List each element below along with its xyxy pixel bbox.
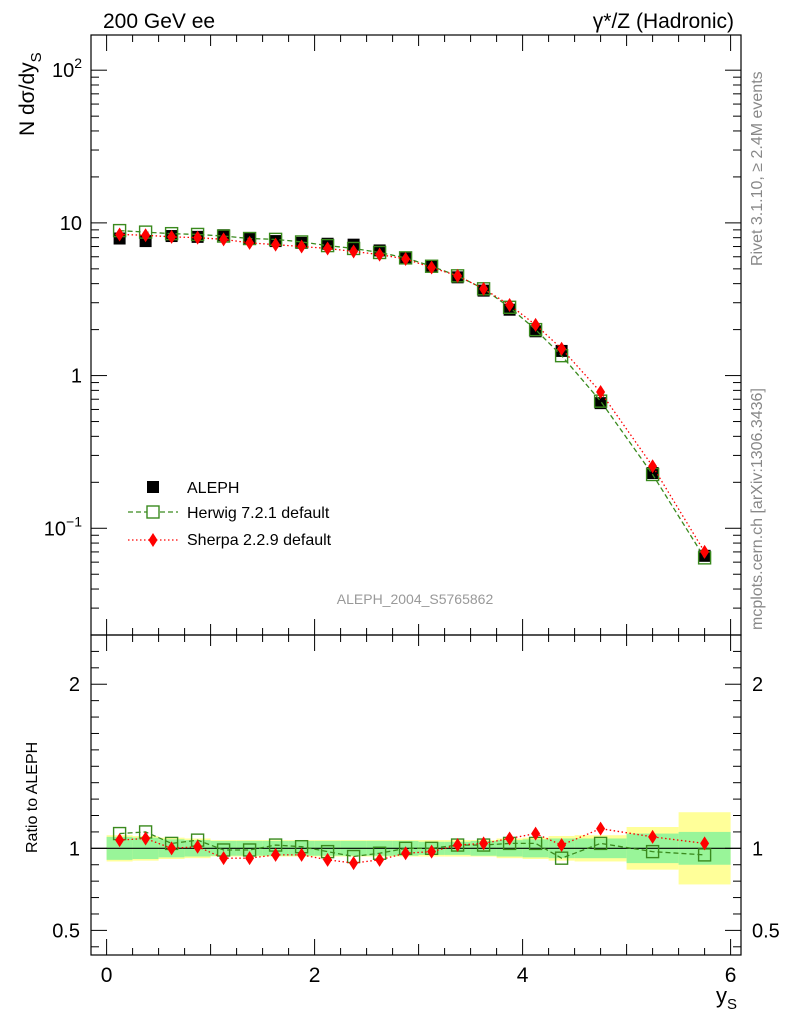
ratio-sherpa-point xyxy=(401,846,411,861)
main-sherpa-point xyxy=(700,544,710,559)
legend-label-sherpa: Sherpa 2.2.9 default xyxy=(187,532,332,549)
ratio-sherpa-point xyxy=(596,821,606,836)
legend: ALEPH Herwig 7.2.1 default Sherpa 2.2.9 … xyxy=(128,480,332,549)
main-sherpa-point xyxy=(167,229,177,244)
ratio-sherpa-point xyxy=(531,826,541,841)
ratio-y-tick-label: 0.5 xyxy=(52,920,80,942)
ratio-herwig-point xyxy=(593,836,608,851)
main-y-tick-base: 10 xyxy=(44,518,66,540)
watermark-label: ALEPH_2004_S5765862 xyxy=(337,591,494,607)
ratio-x-axis-label: yS xyxy=(716,983,737,1013)
main-sherpa-point xyxy=(349,244,359,259)
ratio-y-axis-label: Ratio to ALEPH xyxy=(24,742,41,853)
side-label-rivet: Rivet 3.1.10, ≥ 2.4M events xyxy=(749,71,766,266)
main-sherpa-point xyxy=(141,228,151,243)
ratio-sherpa-point xyxy=(167,841,177,856)
x-tick-label: 4 xyxy=(517,964,529,987)
main-sherpa-point xyxy=(557,341,567,356)
main-sherpa-point xyxy=(531,317,541,332)
ratio-sherpa-point xyxy=(193,839,203,854)
ratio-xlabel-text: y xyxy=(716,983,727,1008)
svg-text:yS: yS xyxy=(716,983,737,1013)
main-sherpa-point xyxy=(479,281,489,296)
ratio-xlabel-sub: S xyxy=(727,996,737,1013)
ratio-sherpa-point xyxy=(427,844,437,859)
main-sherpa-point xyxy=(219,232,229,247)
ratio-sherpa-point xyxy=(453,838,463,853)
x-tick-label: 2 xyxy=(309,964,321,987)
ratio-sherpa-point xyxy=(115,833,125,848)
main-sherpa-point xyxy=(401,252,411,267)
main-sherpa-point xyxy=(193,230,203,245)
x-tick-label: 0 xyxy=(101,964,113,987)
main-y-tick-exponent: 2 xyxy=(74,55,82,71)
main-y-tick-exponent: −1 xyxy=(66,513,82,529)
legend-label-aleph: ALEPH xyxy=(187,480,239,497)
ratio-sherpa-point xyxy=(141,831,151,846)
ratio-y-tick-label-right: 1 xyxy=(752,838,763,860)
header-left-title: 200 GeV ee xyxy=(103,10,215,33)
ratio-sherpa-point xyxy=(375,852,385,867)
main-sherpa-point xyxy=(427,260,437,275)
ratio-herwig-point xyxy=(645,844,660,859)
main-y-tick-label: 102 xyxy=(52,55,82,82)
main-sherpa-point xyxy=(596,385,606,400)
main-sherpa-point xyxy=(505,297,515,312)
main-sherpa-point xyxy=(375,247,385,262)
main-y-tick-label: 1 xyxy=(71,366,82,388)
ratio-sherpa-point xyxy=(271,847,281,862)
main-y-axis-label: N dσ/dyS xyxy=(16,52,45,136)
ratio-sherpa-point xyxy=(219,851,229,866)
main-y-tick-base: 10 xyxy=(52,60,74,82)
main-sherpa-point xyxy=(453,268,463,283)
ratio-sherpa-point xyxy=(323,852,333,867)
legend-label-herwig: Herwig 7.2.1 default xyxy=(187,505,330,522)
main-sherpa-point xyxy=(115,227,125,242)
ratio-plot-frame xyxy=(90,634,742,956)
main-y-tick-base: 10 xyxy=(60,213,82,235)
ratio-sherpa-point xyxy=(297,847,307,862)
main-ylabel-sub: S xyxy=(28,52,45,62)
main-sherpa-point xyxy=(245,235,255,250)
main-sherpa-point xyxy=(271,237,281,252)
ratio-sherpa-point xyxy=(700,836,710,851)
ratio-y-tick-label: 1 xyxy=(69,838,80,860)
ratio-sherpa-point xyxy=(648,829,658,844)
ratio-y-tick-label: 2 xyxy=(69,674,80,696)
ratio-y-tick-label-right: 2 xyxy=(752,674,763,696)
ratio-herwig-point xyxy=(554,851,569,865)
ratio-sherpa-point xyxy=(505,831,515,846)
legend-marker-herwig xyxy=(146,505,160,519)
main-y-tick-base: 1 xyxy=(71,366,82,388)
header-right-title: γ*/Z (Hadronic) xyxy=(593,10,734,33)
main-sherpa-point xyxy=(323,241,333,256)
side-label-mcplots: mcplots.cern.ch [arXiv:1306.3436] xyxy=(749,388,766,630)
main-y-tick-label: 10−1 xyxy=(44,513,82,540)
main-sherpa-point xyxy=(297,239,307,254)
svg-text:N dσ/dyS: N dσ/dyS xyxy=(16,52,45,136)
ratio-y-tick-label-right: 0.5 xyxy=(752,920,780,942)
ratio-sherpa-point xyxy=(557,838,567,853)
ratio-sherpa-point xyxy=(349,856,359,871)
ratio-sherpa-point xyxy=(245,851,255,866)
legend-marker-sherpa xyxy=(148,533,158,547)
main-ylabel-text: N dσ/dy xyxy=(16,62,39,136)
main-sherpa-point xyxy=(648,459,658,474)
main-y-tick-label: 10 xyxy=(60,213,82,235)
x-tick-label: 6 xyxy=(725,964,737,987)
data-series xyxy=(112,223,712,871)
legend-marker-aleph xyxy=(147,481,159,493)
ratio-sherpa-point xyxy=(479,836,489,851)
